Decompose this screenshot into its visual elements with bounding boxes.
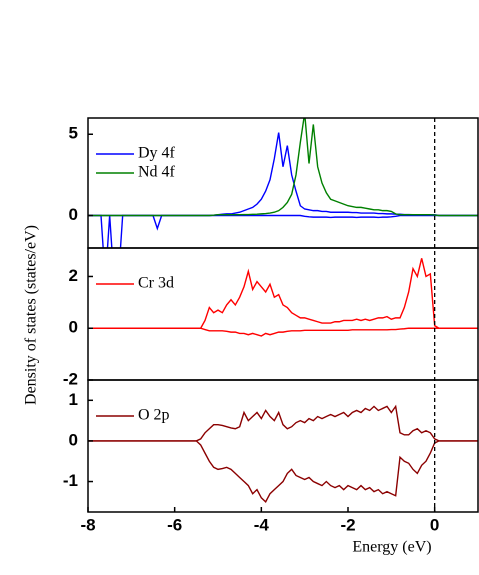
y-tick-label: 0 <box>69 205 78 224</box>
y-tick-label: 2 <box>69 266 78 285</box>
series-line <box>88 327 478 337</box>
y-axis-label: Density of states (states/eV) <box>23 225 40 405</box>
x-tick-label: -6 <box>167 515 182 534</box>
legend-label: Dy 4f <box>138 145 176 162</box>
y-tick-label: -2 <box>63 369 78 388</box>
y-tick-label: -1 <box>63 471 78 490</box>
x-tick-label: -2 <box>340 515 355 534</box>
x-tick-label: -8 <box>80 515 95 534</box>
plot-frame <box>87 117 479 249</box>
legend-label: Nd 4f <box>138 164 176 181</box>
y-tick-label: 5 <box>69 124 78 143</box>
legend-label: Cr 3d <box>138 275 174 292</box>
y-tick-label: 0 <box>69 430 78 449</box>
x-tick-label: 0 <box>430 515 439 534</box>
legend-label: O 2p <box>138 407 170 424</box>
x-tick-label: -4 <box>254 515 270 534</box>
series-line <box>88 118 478 217</box>
series-line <box>88 440 478 503</box>
y-tick-label: 0 <box>69 318 78 337</box>
series-line <box>88 258 478 329</box>
plot-frame <box>87 379 479 513</box>
x-axis-label: Energy (eV) <box>352 539 431 556</box>
y-tick-label: 1 <box>69 390 78 409</box>
